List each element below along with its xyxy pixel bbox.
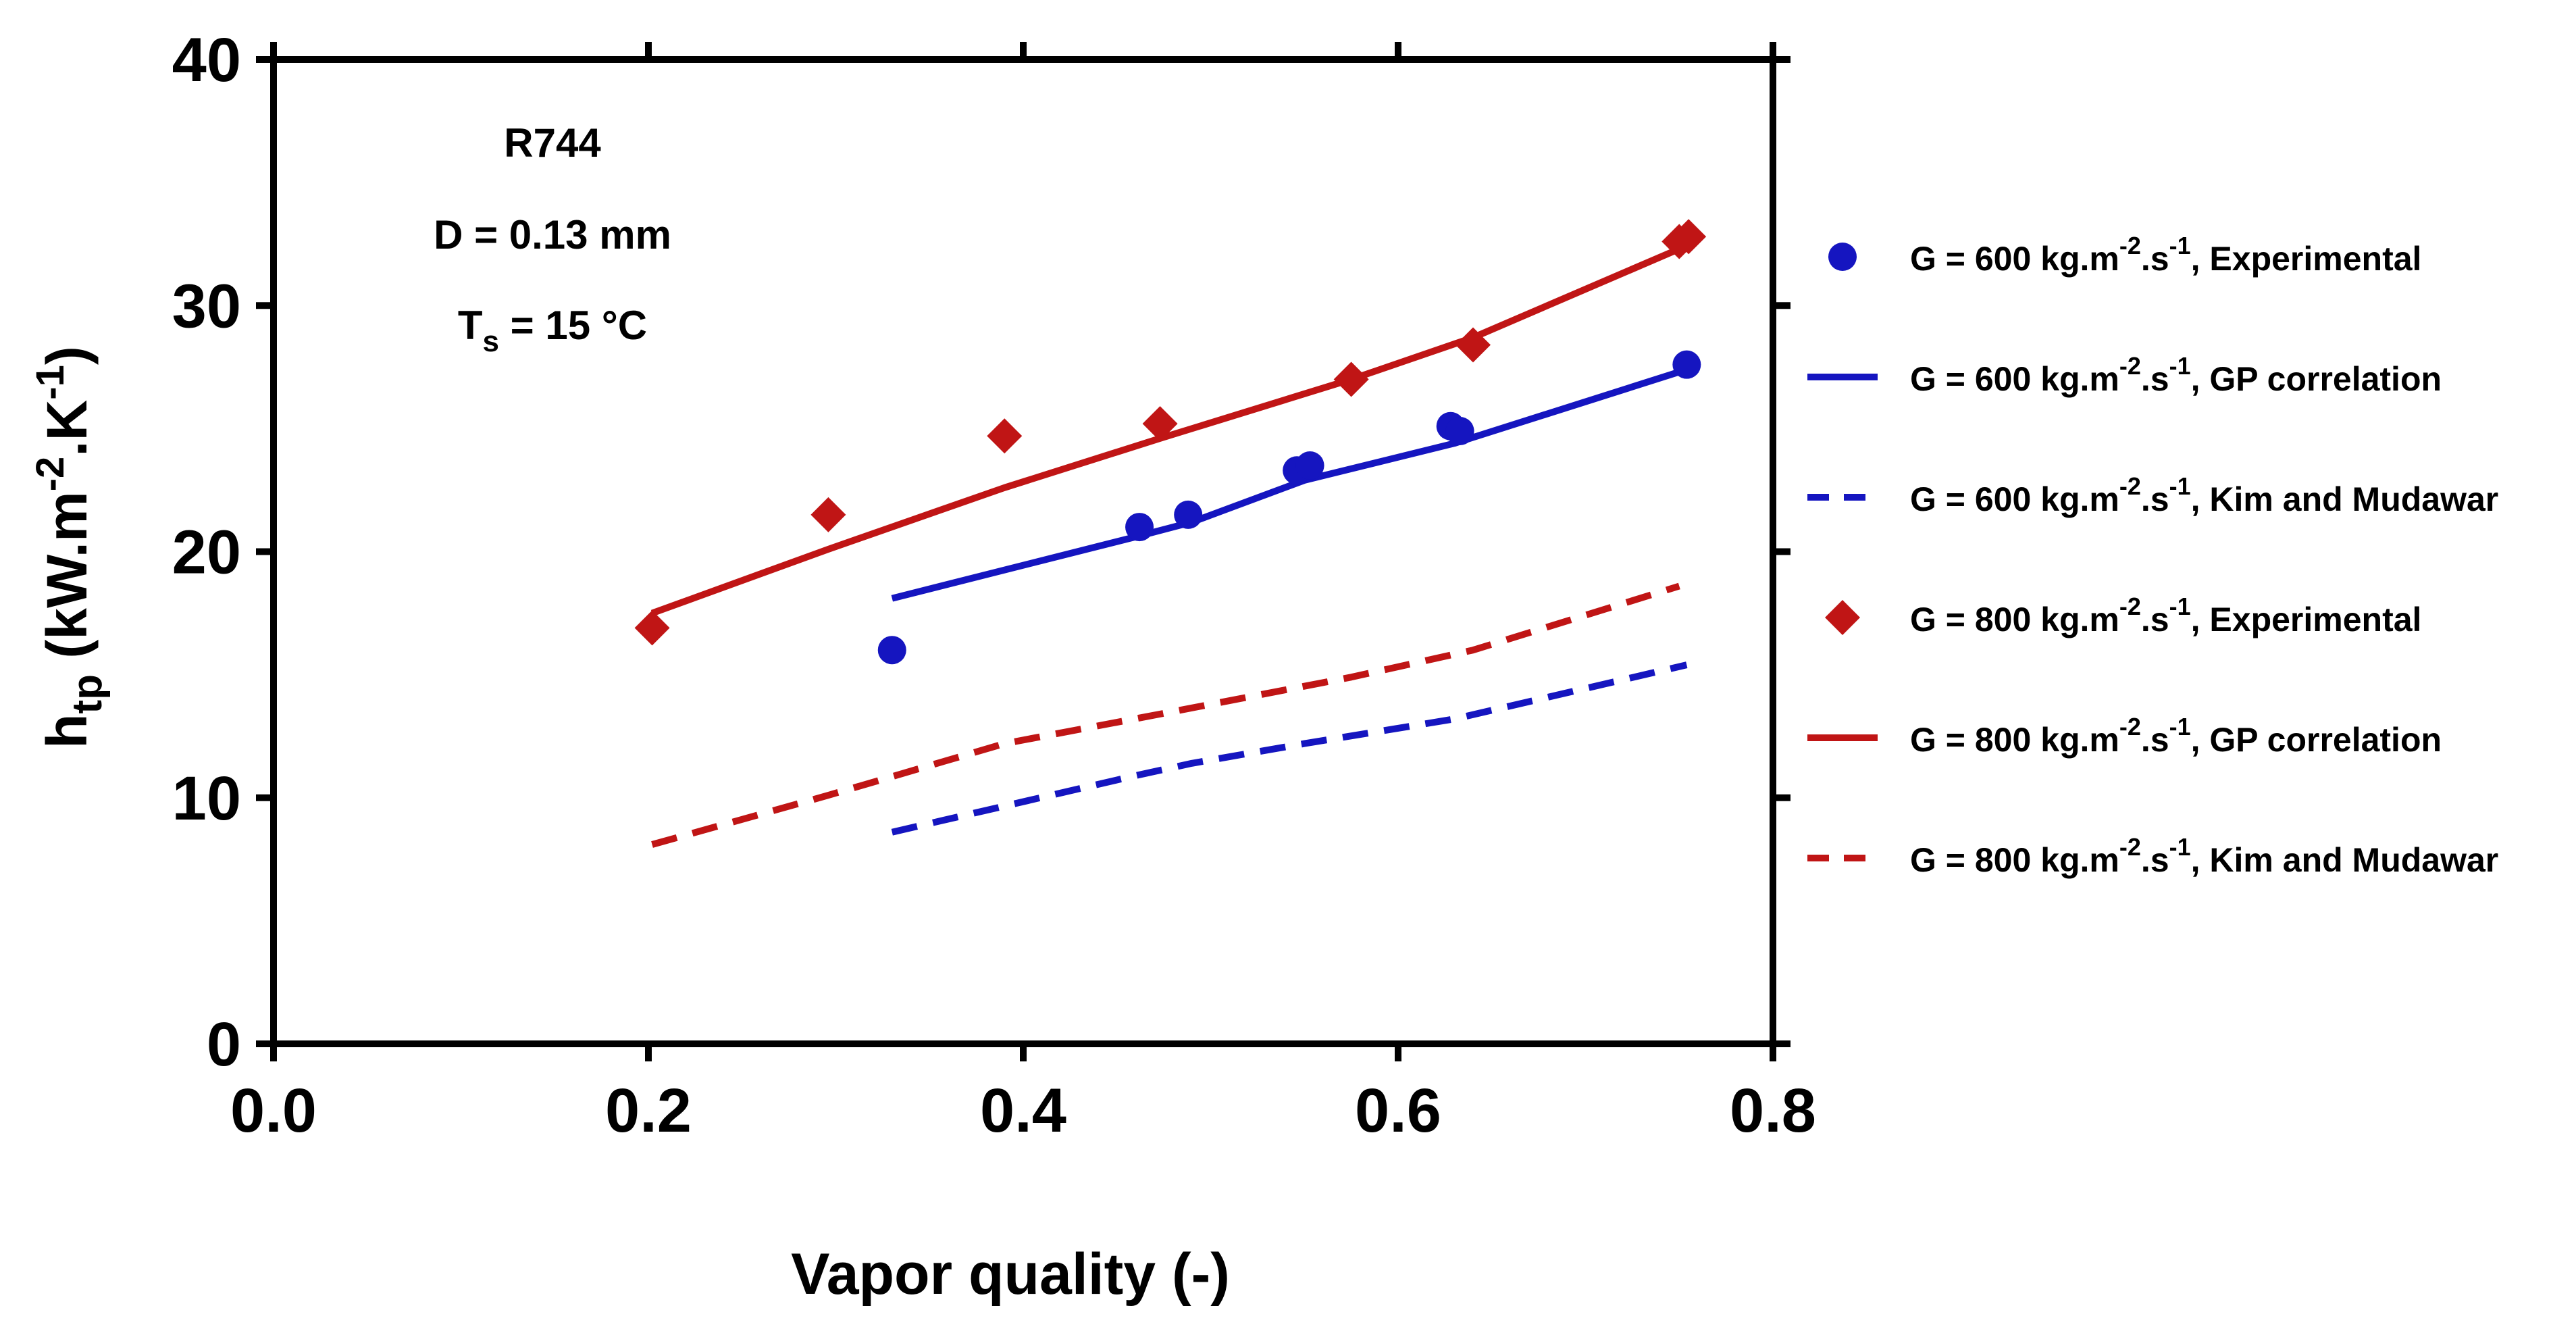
data-point-g600: [1445, 417, 1474, 446]
data-point-g600: [877, 636, 906, 665]
annotation-fluid: R744: [504, 120, 601, 166]
x-tick-label: 0.6: [1355, 1076, 1441, 1145]
y-label-unit-post: ): [35, 346, 99, 365]
y-label-main: h: [35, 714, 99, 749]
legend-label-part: .s: [2141, 721, 2169, 759]
legend-label-part: , Experimental: [2191, 240, 2422, 278]
y-tick-label: 10: [172, 764, 241, 833]
data-point-g600: [1125, 513, 1154, 542]
y-label-sub: tp: [64, 674, 111, 714]
data-point-g800: [1142, 406, 1178, 442]
legend-label-part: G = 800 kg.m: [1910, 601, 2119, 638]
legend-label: G = 600 kg.m-2.s-1, Kim and Mudawar: [1910, 472, 2498, 518]
legend-label-part: -2: [2119, 713, 2141, 740]
data-point-g600: [1672, 350, 1701, 379]
legend-label-part: , Experimental: [2191, 601, 2422, 638]
annotation-temp-sub: s: [483, 325, 499, 358]
legend-label-part: .s: [2141, 240, 2169, 278]
y-tick-label: 0: [207, 1010, 241, 1079]
y-label-sup2: -1: [28, 365, 72, 400]
data-point-g600: [1174, 500, 1203, 529]
legend-label-part: -2: [2119, 232, 2141, 259]
annotation-temp-rest: = 15 °C: [499, 303, 647, 348]
data-series: [634, 219, 1707, 848]
y-tick-label: 30: [172, 272, 241, 341]
x-tick-label: 0.4: [980, 1076, 1066, 1145]
y-tick-label: 40: [172, 26, 241, 95]
y-label-sup1: -2: [28, 457, 72, 492]
legend-label-part: .s: [2141, 841, 2169, 879]
legend-label: G = 800 kg.m-2.s-1, Kim and Mudawar: [1910, 833, 2498, 879]
legend-label-part: -1: [2169, 713, 2191, 740]
annotation-temperature: Ts = 15 °C: [458, 303, 647, 358]
legend-label-part: G = 600 kg.m: [1910, 480, 2119, 518]
x-axis-label: Vapor quality (-): [791, 1242, 1230, 1307]
annotation-diameter: D = 0.13 mm: [434, 212, 671, 257]
legend-label-part: , Kim and Mudawar: [2191, 841, 2499, 879]
legend-label-part: -2: [2119, 352, 2141, 380]
series-line-kim-mudawar: [651, 582, 1680, 848]
data-point-g600: [1295, 451, 1324, 480]
legend-label-part: -1: [2169, 472, 2191, 500]
data-point-g800: [1456, 327, 1491, 363]
legend-label-part: G = 800 kg.m: [1910, 841, 2119, 879]
legend-label: G = 800 kg.m-2.s-1, GP correlation: [1910, 713, 2442, 759]
legend-label-part: .s: [2141, 360, 2169, 398]
legend-entry: G = 600 kg.m-2.s-1, Kim and Mudawar: [1807, 472, 2498, 518]
legend-label-part: -2: [2119, 593, 2141, 620]
legend-symbol-diamond: [1825, 600, 1860, 635]
legend-label-part: -1: [2169, 833, 2191, 861]
axis-ticks: 0.0 0.2 0.4 0.6 0.8 0 10 20 30 40: [172, 26, 1816, 1145]
legend-entry: G = 800 kg.m-2.s-1, GP correlation: [1807, 713, 2442, 759]
y-label-unit-mid: .K: [35, 400, 99, 457]
data-point-g800: [1671, 219, 1707, 255]
legend-entry: G = 800 kg.m-2.s-1, Kim and Mudawar: [1807, 833, 2498, 879]
legend-label-part: -1: [2169, 232, 2191, 259]
legend-symbol-circle: [1828, 243, 1857, 271]
legend-label-part: .s: [2141, 601, 2169, 638]
legend-label: G = 600 kg.m-2.s-1, Experimental: [1910, 232, 2421, 278]
legend-entry: G = 800 kg.m-2.s-1, Experimental: [1825, 593, 2421, 638]
data-point-g800: [987, 418, 1023, 454]
legend-label-part: , Kim and Mudawar: [2191, 480, 2499, 518]
data-point-g800: [810, 497, 846, 532]
legend-label-part: -1: [2169, 593, 2191, 620]
annotation-temp-main: T: [458, 303, 483, 348]
legend-label: G = 800 kg.m-2.s-1, Experimental: [1910, 593, 2421, 638]
legend-label-part: -1: [2169, 352, 2191, 380]
legend-label-part: .s: [2141, 480, 2169, 518]
legend-label-part: , GP correlation: [2191, 721, 2442, 759]
legend-label-part: G = 800 kg.m: [1910, 721, 2119, 759]
legend-label-part: G = 600 kg.m: [1910, 240, 2119, 278]
series-line-gp-correlation: [891, 366, 1688, 602]
legend-label: G = 600 kg.m-2.s-1, GP correlation: [1910, 352, 2442, 398]
x-tick-label: 0.8: [1730, 1076, 1816, 1145]
legend-label-part: -2: [2119, 833, 2141, 861]
x-tick-label: 0.2: [605, 1076, 692, 1145]
data-point-g800: [1333, 361, 1369, 397]
y-label-unit-pre: (kW.m: [35, 491, 99, 674]
legend-label-part: , GP correlation: [2191, 360, 2442, 398]
legend-label-part: G = 600 kg.m: [1910, 360, 2119, 398]
y-axis-label: htp (kW.m-2.K-1): [28, 346, 111, 749]
x-tick-label: 0.0: [230, 1076, 317, 1145]
y-tick-label: 20: [172, 518, 241, 587]
legend-entry: G = 600 kg.m-2.s-1, Experimental: [1828, 232, 2421, 278]
data-point-g800: [634, 610, 670, 646]
legend-entry: G = 600 kg.m-2.s-1, GP correlation: [1807, 352, 2442, 398]
legend-label-part: -2: [2119, 472, 2141, 500]
